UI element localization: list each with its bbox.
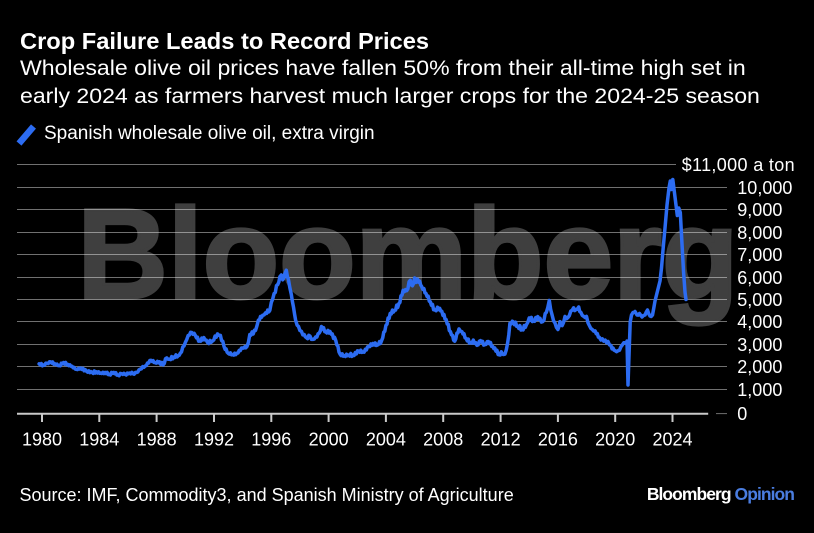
svg-text:2012: 2012 [481, 430, 521, 450]
svg-text:2,000: 2,000 [737, 357, 782, 377]
svg-text:0: 0 [737, 404, 747, 424]
svg-text:3,000: 3,000 [737, 335, 782, 355]
svg-text:1980: 1980 [22, 430, 62, 450]
svg-text:2024: 2024 [652, 430, 692, 450]
svg-text:7,000: 7,000 [737, 245, 782, 265]
svg-text:1996: 1996 [251, 430, 291, 450]
svg-text:1984: 1984 [79, 430, 119, 450]
svg-text:9,000: 9,000 [737, 200, 782, 220]
svg-text:8,000: 8,000 [737, 223, 782, 243]
svg-text:2008: 2008 [423, 430, 463, 450]
svg-text:6,000: 6,000 [737, 268, 782, 288]
svg-text:$11,000 a ton: $11,000 a ton [682, 155, 795, 175]
svg-text:Bloomberg: Bloomberg [77, 183, 738, 326]
svg-text:10,000: 10,000 [737, 178, 792, 198]
svg-text:1992: 1992 [194, 430, 234, 450]
svg-text:5,000: 5,000 [737, 290, 782, 310]
svg-text:2004: 2004 [366, 430, 406, 450]
svg-text:1,000: 1,000 [737, 380, 782, 400]
svg-text:1988: 1988 [137, 430, 177, 450]
svg-text:4,000: 4,000 [737, 312, 782, 332]
svg-text:2020: 2020 [595, 430, 635, 450]
svg-text:2000: 2000 [309, 430, 349, 450]
svg-text:2016: 2016 [538, 430, 578, 450]
